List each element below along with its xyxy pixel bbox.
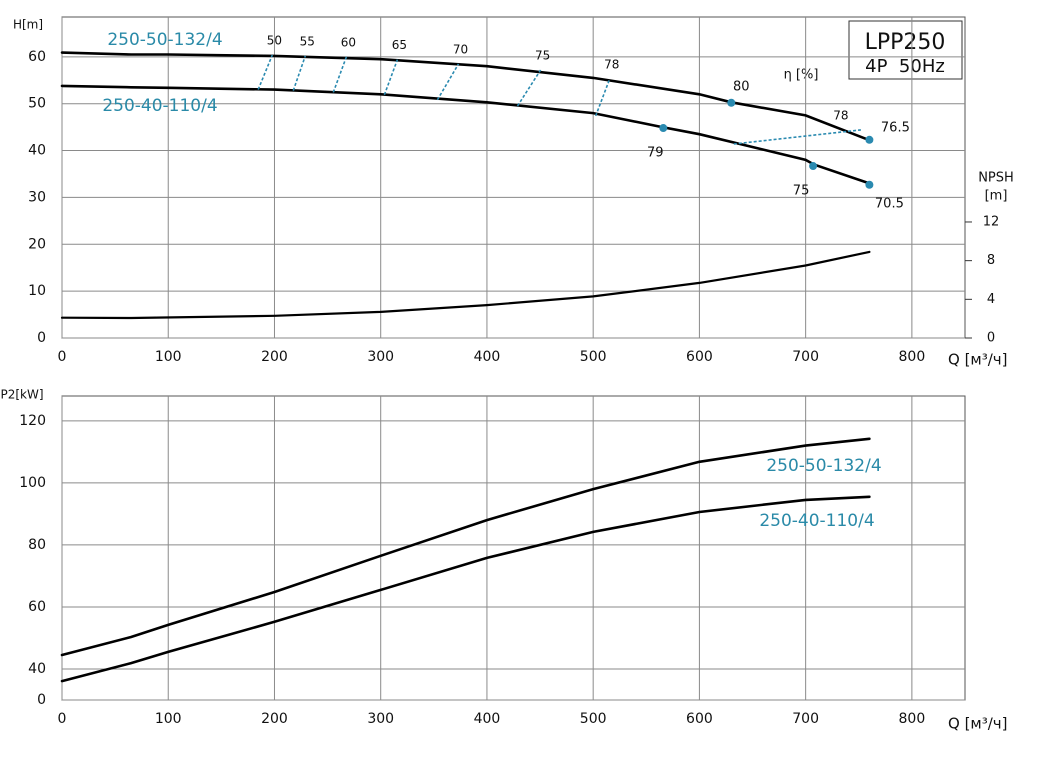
iso-efficiency-label: 60 bbox=[341, 35, 356, 49]
y-tick-label: 40 bbox=[28, 661, 46, 677]
y-axis-label: P2[kW] bbox=[0, 388, 43, 402]
efficiency-label: 70.5 bbox=[875, 196, 904, 211]
x-tick-label: 0 bbox=[58, 349, 67, 365]
efficiency-label: 79 bbox=[647, 146, 664, 161]
iso-efficiency-label: 75 bbox=[535, 48, 550, 62]
x-tick-label: 700 bbox=[792, 711, 819, 727]
x-tick-label: 100 bbox=[155, 711, 182, 727]
y-tick-label: 50 bbox=[28, 96, 46, 112]
y2-tick-label: 8 bbox=[987, 253, 995, 268]
y-tick-label: 60 bbox=[28, 49, 46, 65]
y-tick-label: 10 bbox=[28, 283, 46, 299]
series-label: 250-50-132/4 bbox=[766, 456, 881, 476]
chart-title: LPP250 bbox=[865, 30, 946, 55]
y-tick-label: 120 bbox=[19, 413, 46, 429]
y2-axis-label: NPSH bbox=[978, 171, 1014, 186]
x-tick-label: 700 bbox=[792, 349, 819, 365]
series-label: 250-50-132/4 bbox=[107, 30, 222, 50]
curve bbox=[60, 250, 871, 320]
x-tick-label: 300 bbox=[367, 711, 394, 727]
efficiency-point bbox=[865, 180, 874, 189]
y-tick-label: 0 bbox=[37, 330, 46, 346]
x-tick-label: 400 bbox=[474, 349, 501, 365]
x-tick-label: 200 bbox=[261, 711, 288, 727]
efficiency-label: 75 bbox=[793, 184, 810, 199]
iso-efficiency-label: 70 bbox=[453, 42, 468, 56]
x-tick-label: 0 bbox=[58, 711, 67, 727]
x-axis-label: Q [м³/ч] bbox=[948, 715, 1008, 733]
x-tick-label: 300 bbox=[367, 349, 394, 365]
plot-frame bbox=[61, 16, 966, 339]
y-tick-label: 60 bbox=[28, 599, 46, 615]
iso-efficiency-label: 78 bbox=[604, 57, 619, 71]
iso-efficiency-line bbox=[383, 59, 399, 96]
y-tick-label: 40 bbox=[28, 143, 46, 159]
x-tick-label: 600 bbox=[686, 711, 713, 727]
efficiency-point bbox=[809, 162, 818, 171]
x-tick-label: 800 bbox=[899, 711, 926, 727]
y2-tick-label: 12 bbox=[983, 214, 1000, 229]
title-box bbox=[848, 20, 963, 80]
efficiency-point bbox=[659, 124, 668, 133]
x-tick-label: 500 bbox=[580, 711, 607, 727]
x-tick-label: 800 bbox=[899, 349, 926, 365]
iso-efficiency-label: 50 bbox=[267, 33, 282, 47]
y2-tick-label: 0 bbox=[987, 331, 995, 346]
y-tick-label: 30 bbox=[28, 189, 46, 205]
curve bbox=[60, 437, 871, 657]
plot-frame bbox=[61, 395, 966, 701]
iso-efficiency-line bbox=[292, 55, 307, 91]
iso-efficiency-line bbox=[594, 78, 611, 117]
y2-tick-label: 4 bbox=[987, 292, 995, 307]
x-tick-label: 500 bbox=[580, 349, 607, 365]
efficiency-label: 80 bbox=[733, 79, 750, 94]
x-tick-label: 200 bbox=[261, 349, 288, 365]
chart-subtitle: 4P 50Hz bbox=[865, 56, 945, 77]
iso-efficiency-label: 55 bbox=[300, 34, 315, 48]
series-label: 250-40-110/4 bbox=[759, 511, 874, 531]
y-axis-label: H[m] bbox=[13, 18, 43, 32]
iso-efficiency-line bbox=[436, 63, 460, 101]
y-tick-label: 0 bbox=[37, 692, 46, 708]
x-tick-label: 400 bbox=[474, 711, 501, 727]
iso-efficiency-label: 65 bbox=[392, 38, 407, 52]
x-tick-label: 100 bbox=[155, 349, 182, 365]
curve bbox=[60, 84, 871, 185]
iso-efficiency-line bbox=[516, 69, 542, 107]
efficiency-point bbox=[727, 98, 736, 107]
x-tick-label: 600 bbox=[686, 349, 713, 365]
efficiency-unit: η [%] bbox=[784, 68, 819, 83]
efficiency-label: 76.5 bbox=[881, 120, 910, 135]
curve bbox=[60, 495, 871, 683]
curve bbox=[60, 51, 871, 142]
efficiency-point bbox=[865, 135, 874, 144]
y-tick-label: 80 bbox=[28, 537, 46, 553]
iso-efficiency-line bbox=[733, 129, 861, 145]
series-label: 250-40-110/4 bbox=[102, 96, 217, 116]
x-axis-label: Q [м³/ч] bbox=[948, 351, 1008, 369]
iso-efficiency-line bbox=[257, 54, 274, 90]
iso-efficiency-label: 78 bbox=[833, 108, 848, 122]
y-tick-label: 100 bbox=[19, 475, 46, 491]
y2-axis-unit: [m] bbox=[985, 189, 1008, 204]
iso-efficiency-line bbox=[332, 56, 348, 93]
y-tick-label: 20 bbox=[28, 236, 46, 252]
